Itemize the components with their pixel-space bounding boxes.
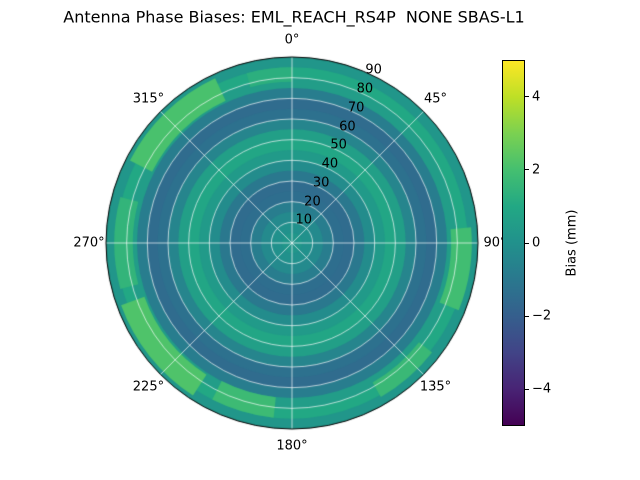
angular-tick-label: 315°: [132, 91, 165, 107]
angular-tick-label: 270°: [73, 235, 105, 251]
radial-tick-label: 40: [321, 156, 339, 172]
radial-tick-label: 70: [347, 100, 365, 116]
radial-tick-label: 20: [304, 194, 321, 210]
radial-tick-label: 10: [295, 212, 312, 228]
colorbar-tick-mark: [525, 169, 529, 171]
angular-tick-label: 0°: [284, 32, 300, 48]
colorbar-tick-label: 2: [532, 162, 541, 178]
colorbar-gradient: [502, 60, 525, 426]
colorbar-tick-label: −4: [532, 381, 552, 397]
radial-tick-label: 50: [330, 137, 347, 153]
radial-tick-label: 90: [365, 62, 382, 78]
colorbar: 4 2 0 −2 −4: [502, 60, 551, 426]
colorbar-tick-label: 0: [532, 235, 541, 251]
angular-tick-label: 180°: [276, 438, 308, 454]
colorbar-tick-mark: [525, 96, 529, 98]
angular-tick-label: 90°: [483, 235, 507, 251]
angular-tick-label: 45°: [424, 91, 448, 107]
colorbar-tick-label: 4: [532, 89, 541, 105]
plot-area: 0° 45° 90° 135° 180° 225° 270° 315° 10 20 30 40 50 60…: [73, 34, 506, 453]
colorbar-tick-mark: [525, 315, 529, 317]
angular-tick-label: 225°: [132, 379, 165, 395]
radial-tick-label: 30: [312, 175, 330, 191]
colorbar-tick-mark: [525, 388, 529, 390]
colorbar-axis-label: Bias (mm): [564, 209, 580, 277]
colorbar-tick-mark: [525, 242, 529, 244]
polar-heatmap: [92, 43, 492, 443]
radial-tick-label: 60: [339, 119, 356, 135]
colorbar-tick-label: −2: [532, 308, 552, 324]
radial-tick-label: 80: [356, 81, 374, 97]
angular-tick-label: 135°: [419, 379, 452, 395]
chart-title: Antenna Phase Biases: EML_REACH_RS4P NON…: [63, 7, 525, 27]
